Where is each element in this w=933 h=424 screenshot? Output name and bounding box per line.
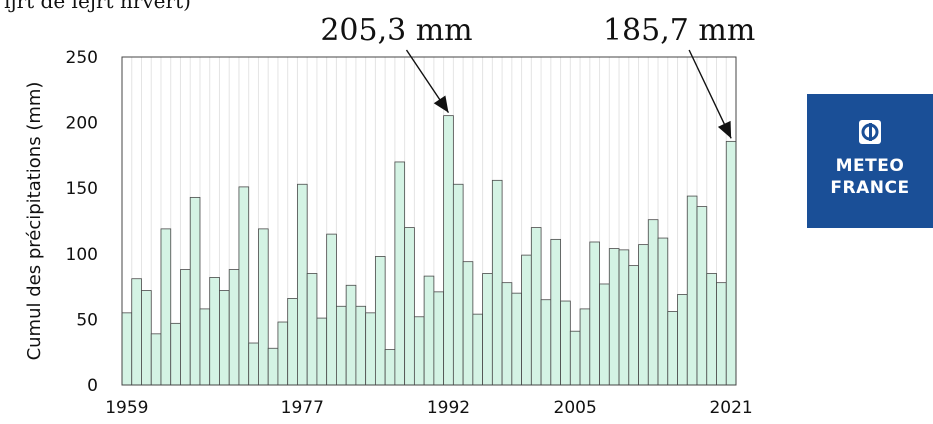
bar-1966 [189, 196, 201, 386]
bar-1961 [141, 290, 152, 386]
bar-1985 [374, 256, 386, 386]
bar-1993 [452, 183, 464, 386]
bar-2002 [540, 299, 552, 386]
meteo-france-emblem-icon [859, 120, 881, 144]
bar-1997 [491, 179, 503, 386]
bar-2010 [618, 249, 630, 386]
bar-2013 [647, 219, 659, 386]
bar-1984 [365, 312, 376, 386]
bar-2003 [550, 238, 561, 386]
bar-2011 [628, 265, 639, 386]
header-fragment: ijrt de lejrt nrvert) [4, 0, 191, 13]
bar-2021 [725, 140, 737, 386]
x-axis: 1959 1977 1992 2005 2021 [105, 398, 753, 418]
annotation-arrowhead [433, 95, 449, 113]
bar-1969 [219, 290, 230, 386]
bar-1996 [482, 273, 493, 386]
bar-1974 [267, 347, 279, 386]
bar-2017 [686, 195, 698, 386]
bar-1994 [462, 261, 474, 386]
bar-2018 [696, 206, 708, 386]
bar-1991 [433, 291, 445, 386]
bar-2007 [589, 241, 600, 386]
bar-1982 [345, 284, 357, 386]
bar-1963 [160, 228, 172, 386]
bar-1967 [199, 308, 211, 386]
y-axis-label: Cumul des précipitations (mm) [24, 82, 45, 361]
y-tick-label: 100 [66, 245, 98, 265]
bar-1962 [150, 333, 162, 386]
bar-2000 [521, 254, 532, 386]
x-tick-label: 1977 [281, 398, 324, 418]
y-tick-label: 50 [76, 310, 98, 330]
bar-1979 [316, 317, 328, 386]
annotation-label: 205,3 mm [320, 13, 472, 48]
bar-2009 [608, 248, 620, 386]
bar-2008 [599, 283, 610, 386]
bar-1983 [355, 305, 367, 386]
bar-1968 [209, 277, 220, 386]
meteo-france-logo: METEO FRANCE [807, 94, 933, 228]
plot-frame [121, 56, 737, 386]
bar-1998 [501, 282, 513, 386]
annotation-label: 185,7 mm [603, 13, 755, 48]
bar-2015 [667, 311, 678, 386]
bar-2012 [638, 244, 649, 386]
bar-1976 [287, 298, 298, 386]
bar-2001 [530, 227, 542, 386]
y-tick-label: 250 [66, 48, 98, 68]
x-tick-label: 2021 [709, 398, 752, 418]
logo-line-2: FRANCE [830, 178, 910, 198]
x-tick-label: 2005 [554, 398, 597, 418]
bar-1970 [228, 269, 240, 386]
bar-2016 [677, 294, 688, 386]
bar-1959 [121, 312, 133, 386]
x-tick-label: 1959 [105, 398, 148, 418]
annotation-arrowhead [717, 120, 732, 139]
bar-1965 [180, 269, 191, 386]
bar-1987 [394, 161, 406, 386]
y-tick-label: 150 [66, 179, 98, 199]
bar-2019 [706, 273, 717, 386]
bar-1999 [511, 292, 522, 386]
bar-1964 [170, 322, 181, 386]
bar-1973 [258, 228, 269, 386]
x-tick-label: 1992 [427, 398, 470, 418]
bar-1990 [423, 275, 435, 386]
bar-1992 [443, 115, 454, 386]
annotation-arrow [688, 49, 732, 139]
y-tick-label: 0 [87, 376, 98, 396]
bar-1971 [238, 186, 250, 386]
bar-1975 [277, 321, 289, 386]
logo-line-1: METEO [835, 156, 905, 176]
bar-1986 [384, 349, 396, 386]
bar-2004 [560, 300, 571, 386]
annotations: 205,3 mm 185,7 mm [320, 13, 755, 139]
bar-1995 [472, 313, 484, 386]
bar-2005 [569, 330, 581, 386]
bar-2006 [579, 308, 591, 386]
bar-2020 [716, 282, 727, 386]
y-axis: 0 50 100 150 200 250 [66, 48, 98, 396]
bar-1977 [297, 183, 308, 386]
bar-1978 [306, 273, 318, 386]
y-tick-label: 200 [66, 114, 98, 134]
bar-1981 [336, 305, 347, 386]
bar-1972 [248, 342, 259, 386]
bars [121, 115, 737, 386]
bar-1989 [413, 316, 425, 386]
bar-1980 [326, 233, 337, 386]
bar-1960 [131, 278, 142, 386]
bar-2014 [657, 237, 669, 386]
bar-1988 [404, 227, 415, 386]
